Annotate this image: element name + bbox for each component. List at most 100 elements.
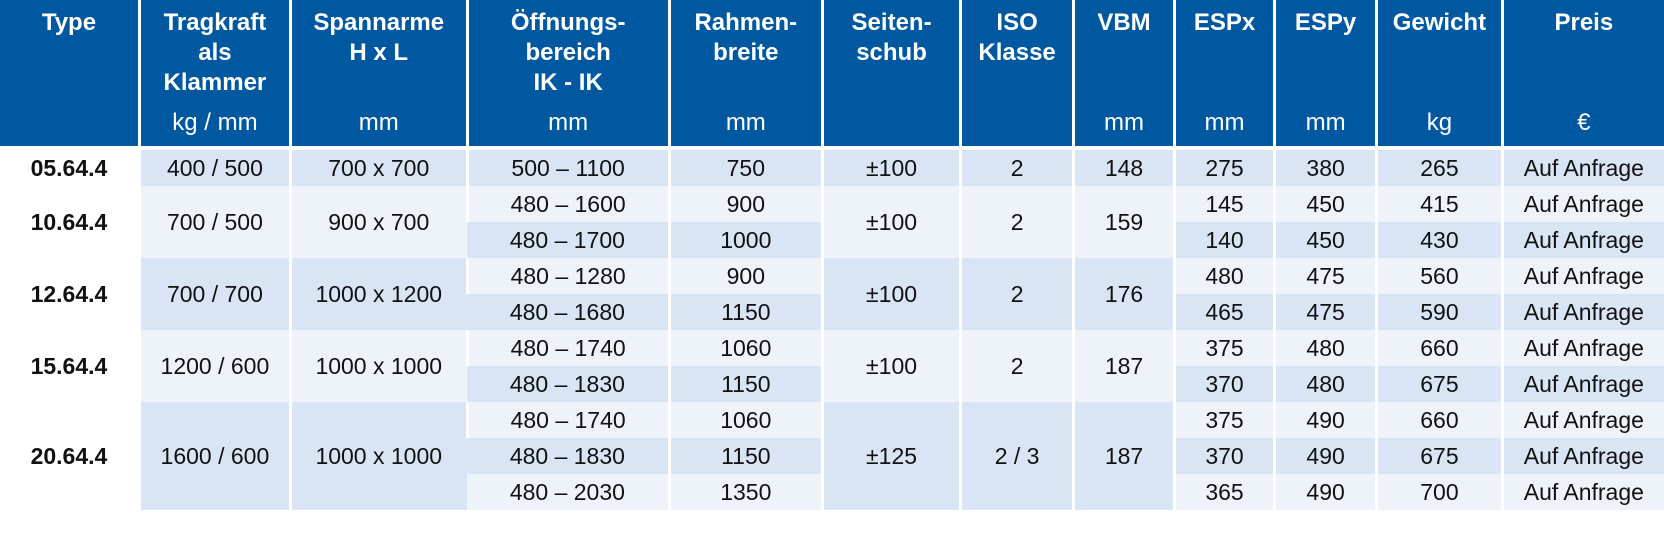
cell-espy: 490 <box>1273 474 1377 510</box>
header-title-line: Spannarme <box>313 9 445 36</box>
cell-preis: Auf Anfrage <box>1500 222 1664 258</box>
table-row: 20.64.4 1600 / 600 1000 x 1000 480 – 1740 10… <box>0 402 1664 510</box>
cell-oeffnungsbereich: 480 – 1280 <box>465 258 670 294</box>
cell-spannarme: 900 x 700 <box>288 186 468 258</box>
cell-seitenschub: ±100 <box>820 330 961 402</box>
table-row: 10.64.4 700 / 500 900 x 700 480 – 1600 900 ±1… <box>0 186 1664 258</box>
cell-espy: 490 <box>1273 402 1377 438</box>
header-title: ESPx <box>1176 8 1273 38</box>
cell-gewicht: 265 <box>1375 148 1503 186</box>
cell-espy: 480 <box>1273 330 1377 366</box>
header-title: Öffnungs-bereich IK - IK <box>469 8 668 98</box>
cell-gewicht: 675 <box>1375 438 1503 474</box>
header-unit: kg <box>1426 109 1453 136</box>
header-tragkraft: Tragkraft als Klammer kg / mm <box>137 0 291 150</box>
cell-rahmenbreite: 1150 <box>667 366 823 402</box>
header-title-line: Seiten- <box>851 9 932 36</box>
header-vbm: VBM mm <box>1071 0 1175 150</box>
header-preis: Preis € <box>1500 0 1664 150</box>
cell-spannarme: 1000 x 1200 <box>288 258 468 330</box>
cell-preis: Auf Anfrage <box>1500 186 1664 222</box>
cell-espx: 370 <box>1173 366 1275 402</box>
cell-preis: Auf Anfrage <box>1500 438 1664 474</box>
header-title: VBM <box>1075 8 1173 38</box>
header-espy: ESPy mm <box>1273 0 1377 150</box>
cell-gewicht: 590 <box>1375 294 1503 330</box>
cell-espx: 370 <box>1173 438 1275 474</box>
header-title: Preis <box>1504 8 1664 38</box>
header-title-line: Tragkraft <box>163 9 267 36</box>
cell-espy: 475 <box>1273 258 1377 294</box>
cell-type: 05.64.4 <box>0 148 140 186</box>
cell-espy: 490 <box>1273 438 1377 474</box>
header-title: Type <box>0 8 138 38</box>
header-title-line: schub <box>856 39 927 66</box>
header-unit: mm <box>358 109 399 136</box>
table-row: 15.64.4 1200 / 600 1000 x 1000 480 – 1740 10… <box>0 330 1664 402</box>
cell-espy: 450 <box>1273 186 1377 222</box>
cell-rahmenbreite: 900 <box>667 186 823 222</box>
cell-type: 12.64.4 <box>0 258 140 330</box>
cell-espx: 375 <box>1173 402 1275 438</box>
header-seitenschub: Seiten-schub <box>820 0 961 150</box>
cell-iso-klasse: 2 <box>959 148 1074 186</box>
header-title-line: Rahmen- <box>694 9 798 36</box>
header-title-line: Öffnungs- <box>510 9 626 36</box>
cell-spannarme: 700 x 700 <box>288 148 468 186</box>
table-header: Type Tragkraft als Klammer kg / mm Spannarme H… <box>0 0 1664 150</box>
header-title: ESPy <box>1276 8 1375 38</box>
cell-preis: Auf Anfrage <box>1500 148 1664 186</box>
cell-seitenschub: ±100 <box>820 148 961 186</box>
cell-oeffnungsbereich: 500 – 1100 <box>465 148 670 186</box>
cell-oeffnungsbereich: 480 – 1700 <box>467 222 670 258</box>
header-title-line: bereich <box>525 39 611 66</box>
cell-gewicht: 430 <box>1375 222 1503 258</box>
table-row: 12.64.4 700 / 700 1000 x 1200 480 – 1280 900… <box>0 258 1664 330</box>
header-title: Spannarme H x L <box>292 8 466 68</box>
table-row: 480 – 1830 1150 370 480 675 Auf Anfrage <box>0 366 1664 402</box>
cell-espx: 375 <box>1173 330 1275 366</box>
cell-rahmenbreite: 1150 <box>667 438 823 474</box>
cell-oeffnungsbereich: 480 – 1740 <box>465 330 670 366</box>
cell-espy: 480 <box>1273 366 1377 402</box>
cell-gewicht: 700 <box>1375 474 1503 510</box>
header-title-line: Gewicht <box>1392 9 1487 36</box>
cell-gewicht: 660 <box>1375 330 1503 366</box>
header-title-line: als <box>198 39 232 66</box>
cell-gewicht: 560 <box>1375 258 1503 294</box>
header-spannarme: Spannarme H x L mm <box>288 0 468 150</box>
cell-rahmenbreite: 1350 <box>667 474 823 510</box>
cell-rahmenbreite: 750 <box>667 148 823 186</box>
cell-rahmenbreite: 1060 <box>667 402 823 438</box>
cell-rahmenbreite: 1000 <box>667 222 823 258</box>
table-row: 480 – 1700 1000 140 450 430 Auf Anfrage <box>0 222 1664 258</box>
cell-espy: 475 <box>1273 294 1377 330</box>
cell-iso-klasse: 2 / 3 <box>959 402 1074 510</box>
header-iso-klasse: ISO Klasse <box>959 0 1074 150</box>
header-unit: € <box>1577 109 1591 136</box>
cell-iso-klasse: 2 <box>959 330 1074 402</box>
cell-oeffnungsbereich: 480 – 1830 <box>467 366 670 402</box>
header-espx: ESPx mm <box>1173 0 1275 150</box>
cell-vbm: 187 <box>1071 402 1175 510</box>
header-title-line: Klammer <box>163 69 267 96</box>
cell-preis: Auf Anfrage <box>1500 330 1664 366</box>
cell-oeffnungsbereich: 480 – 2030 <box>467 474 670 510</box>
cell-preis: Auf Anfrage <box>1500 474 1664 510</box>
cell-espx: 275 <box>1173 148 1275 186</box>
cell-iso-klasse: 2 <box>959 258 1074 330</box>
header-oeffnungsbereich: Öffnungs-bereich IK - IK mm <box>465 0 670 150</box>
cell-spannarme: 1000 x 1000 <box>288 402 468 510</box>
cell-iso-klasse: 2 <box>959 186 1074 258</box>
header-title-line: VBM <box>1097 9 1151 36</box>
cell-type: 10.64.4 <box>0 186 140 258</box>
cell-preis: Auf Anfrage <box>1500 258 1664 294</box>
header-title: Seiten-schub <box>824 8 959 68</box>
cell-rahmenbreite: 900 <box>667 258 823 294</box>
cell-spannarme: 1000 x 1000 <box>288 330 468 402</box>
cell-espx: 365 <box>1173 474 1275 510</box>
header-title-line: ESPy <box>1294 9 1357 36</box>
cell-rahmenbreite: 1150 <box>667 294 823 330</box>
header-title-line: ESPx <box>1193 9 1256 36</box>
cell-vbm: 148 <box>1071 148 1175 186</box>
